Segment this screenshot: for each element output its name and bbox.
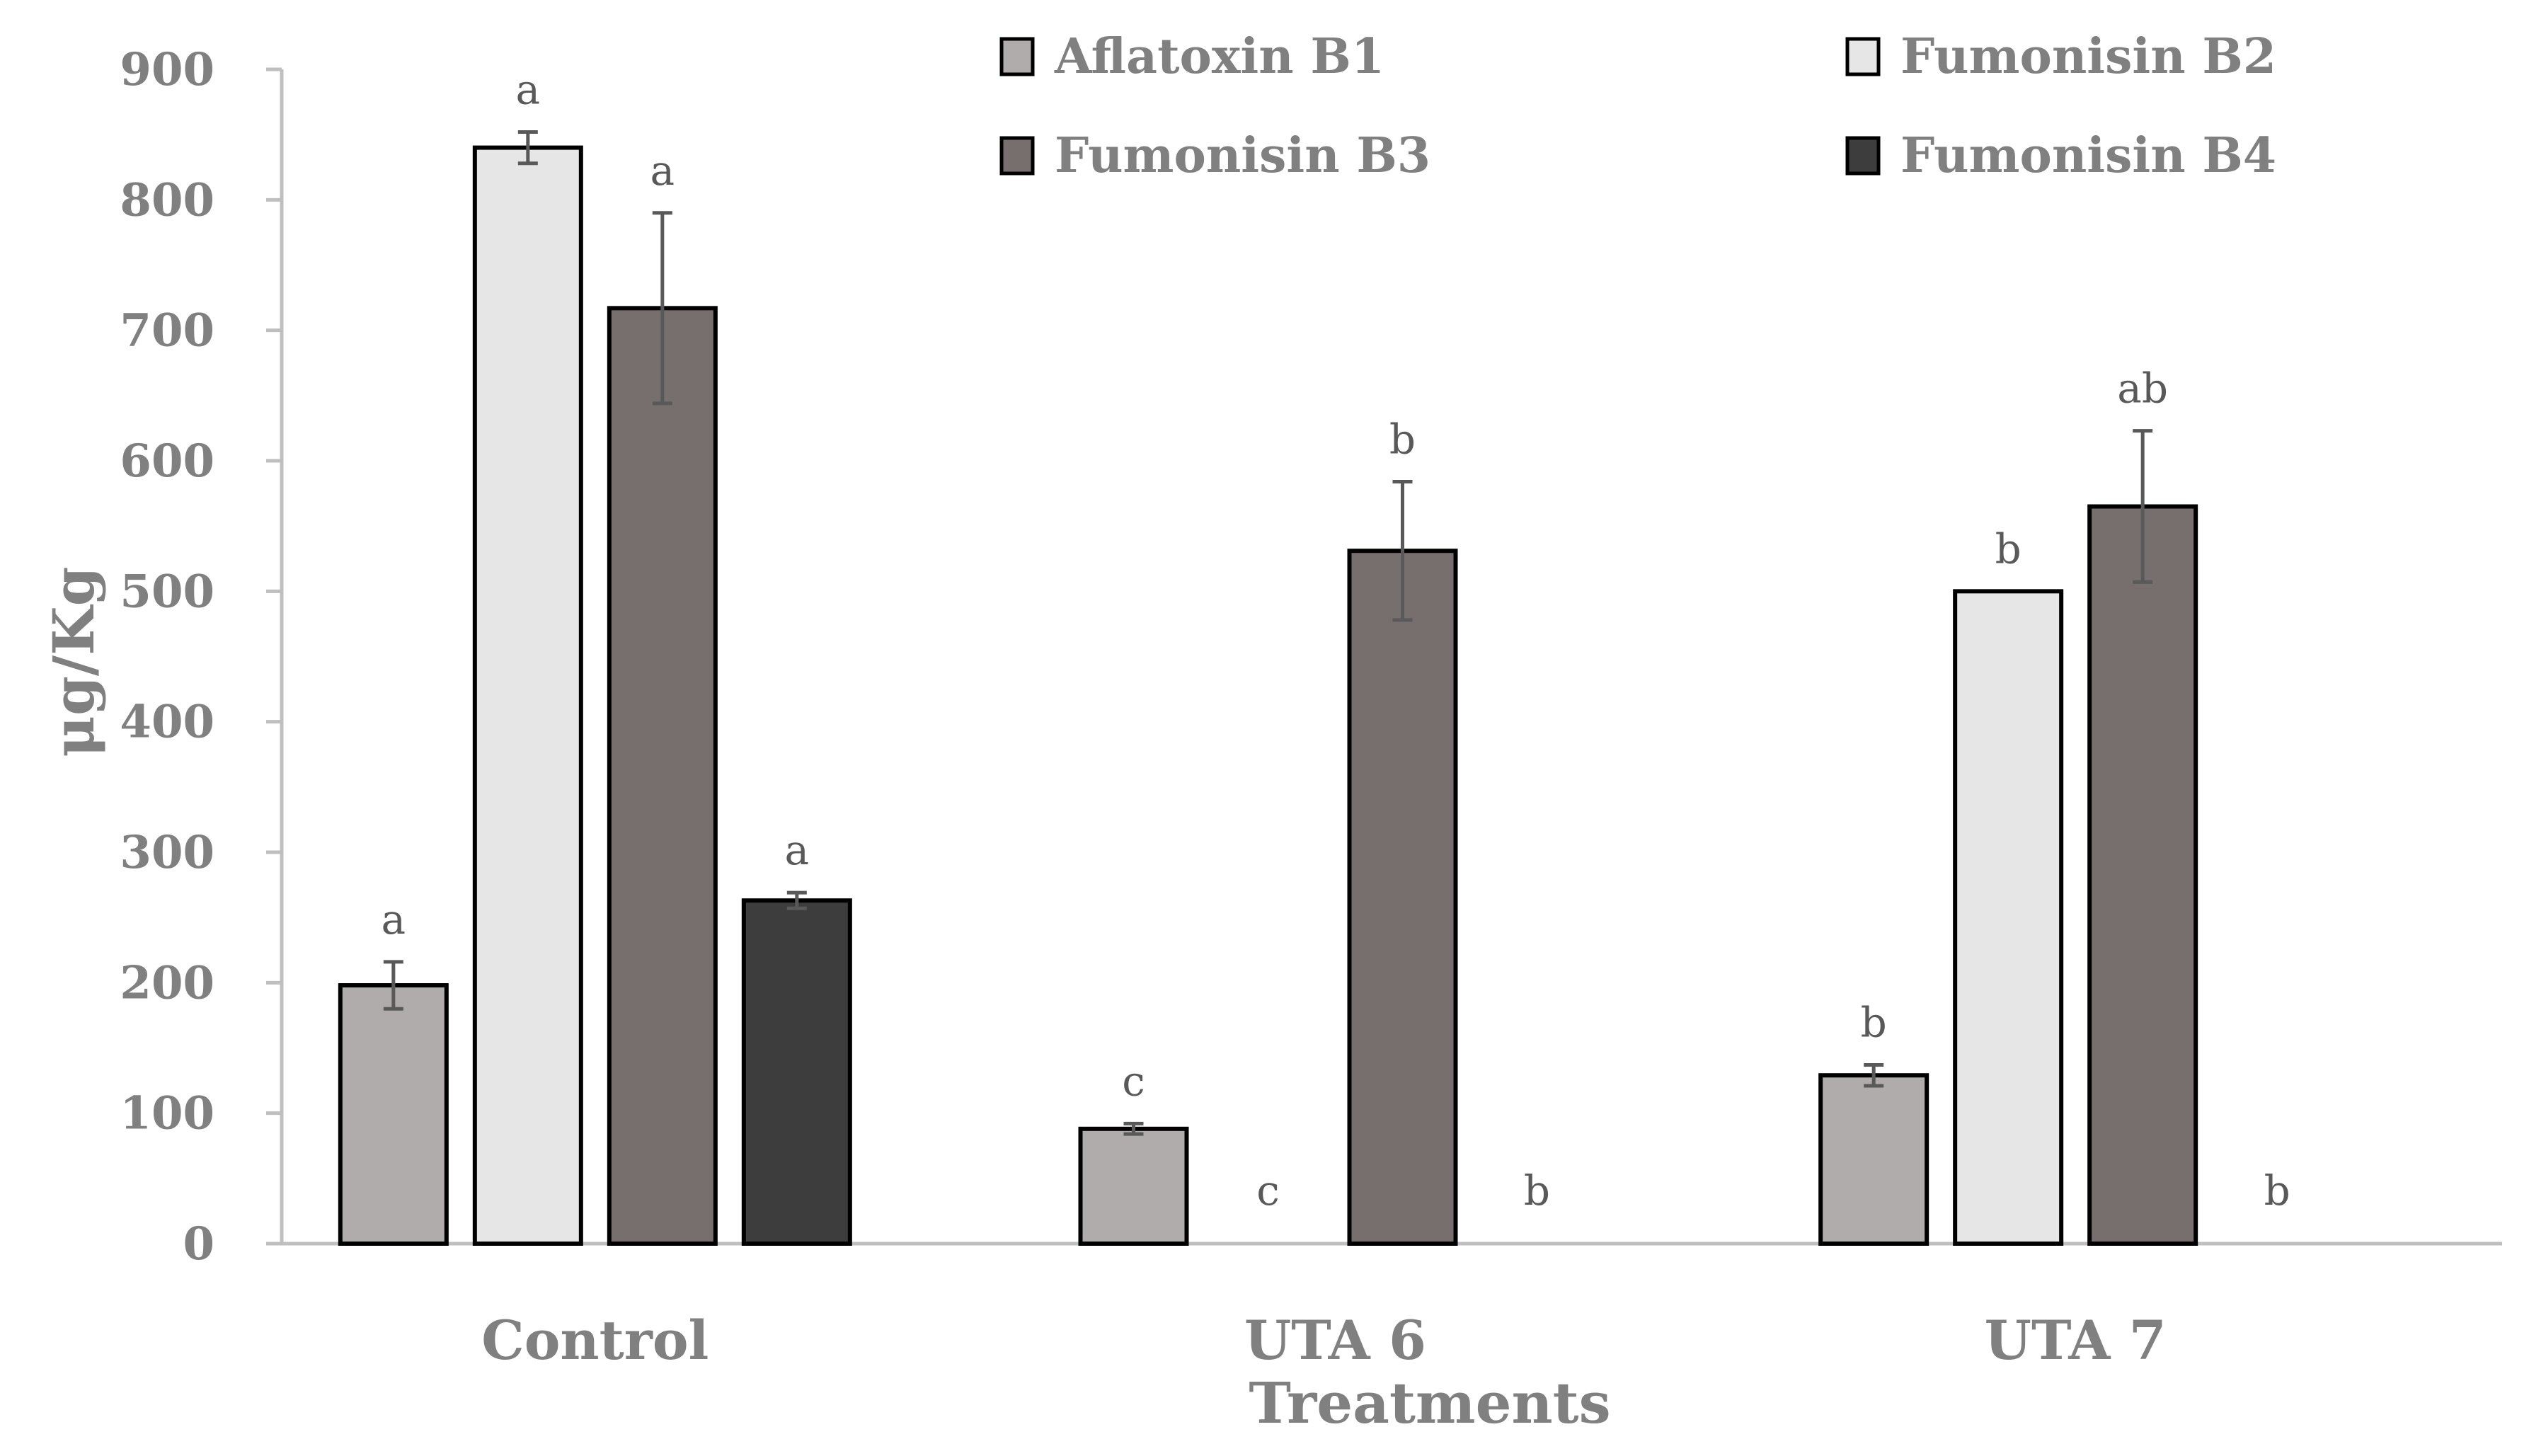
significance-label: b: [2264, 1166, 2290, 1215]
x-category-label: UTA 6: [1244, 1309, 1426, 1372]
x-category-label: UTA 7: [1985, 1309, 2167, 1372]
legend-swatch: [999, 37, 1035, 76]
legend: Aflatoxin B1 Fumonisin B2 Fumonisin B3 Fumo…: [999, 28, 2276, 184]
significance-label: b: [1995, 524, 2022, 573]
bar-fumonisin-b2: [472, 145, 583, 1246]
significance-label: a: [516, 65, 541, 113]
bar-aflatoxin-b1: [338, 983, 449, 1246]
x-axis-title: Treatments: [1249, 1370, 1610, 1436]
significance-label: a: [650, 147, 675, 195]
y-tick-label: 300: [120, 826, 214, 879]
bar-aflatoxin-b1: [1078, 1126, 1189, 1246]
bar-fumonisin-b4: [741, 898, 852, 1246]
significance-label: b: [1524, 1166, 1550, 1215]
significance-label: a: [382, 895, 406, 944]
legend-label: Fumonisin B3: [1055, 127, 1430, 184]
y-tick-label: 200: [120, 956, 214, 1009]
bar-fumonisin-b2: [1953, 589, 2064, 1246]
bar-aflatoxin-b1: [1818, 1073, 1929, 1246]
x-category-label: Control: [481, 1309, 709, 1372]
y-tick-label: 600: [120, 435, 214, 488]
y-tick-label: 100: [120, 1087, 214, 1140]
bars: a a a a c c b b b b ab b: [338, 65, 2290, 1246]
y-tick-label: 800: [120, 173, 214, 227]
legend-swatch: [1845, 136, 1881, 176]
y-tick-label: 900: [120, 43, 214, 96]
significance-label: c: [1256, 1166, 1279, 1215]
significance-label: b: [1389, 415, 1416, 463]
y-tick-label: 500: [120, 565, 214, 618]
legend-swatch: [1845, 37, 1881, 76]
significance-label: c: [1122, 1057, 1145, 1105]
bar-fumonisin-b3: [607, 306, 718, 1246]
bar-fumonisin-b3: [1347, 549, 1458, 1246]
y-tick-label: 0: [183, 1217, 214, 1271]
y-axis-title: μg/Kg: [40, 566, 107, 757]
significance-label: b: [1861, 998, 1887, 1046]
y-tick-label: 400: [120, 696, 214, 749]
axes: 0 100 200 300 400 500 600 700 800 900 Control UTA 6…: [120, 43, 2502, 1372]
significance-label: ab: [2117, 365, 2168, 413]
significance-label: a: [785, 826, 810, 874]
bar-fumonisin-b3: [2087, 504, 2198, 1246]
legend-label: Aflatoxin B1: [1054, 28, 1384, 85]
legend-label: Fumonisin B4: [1900, 127, 2276, 184]
legend-swatch: [999, 136, 1035, 176]
y-tick-label: 700: [120, 304, 214, 357]
legend-label: Fumonisin B2: [1900, 28, 2276, 85]
